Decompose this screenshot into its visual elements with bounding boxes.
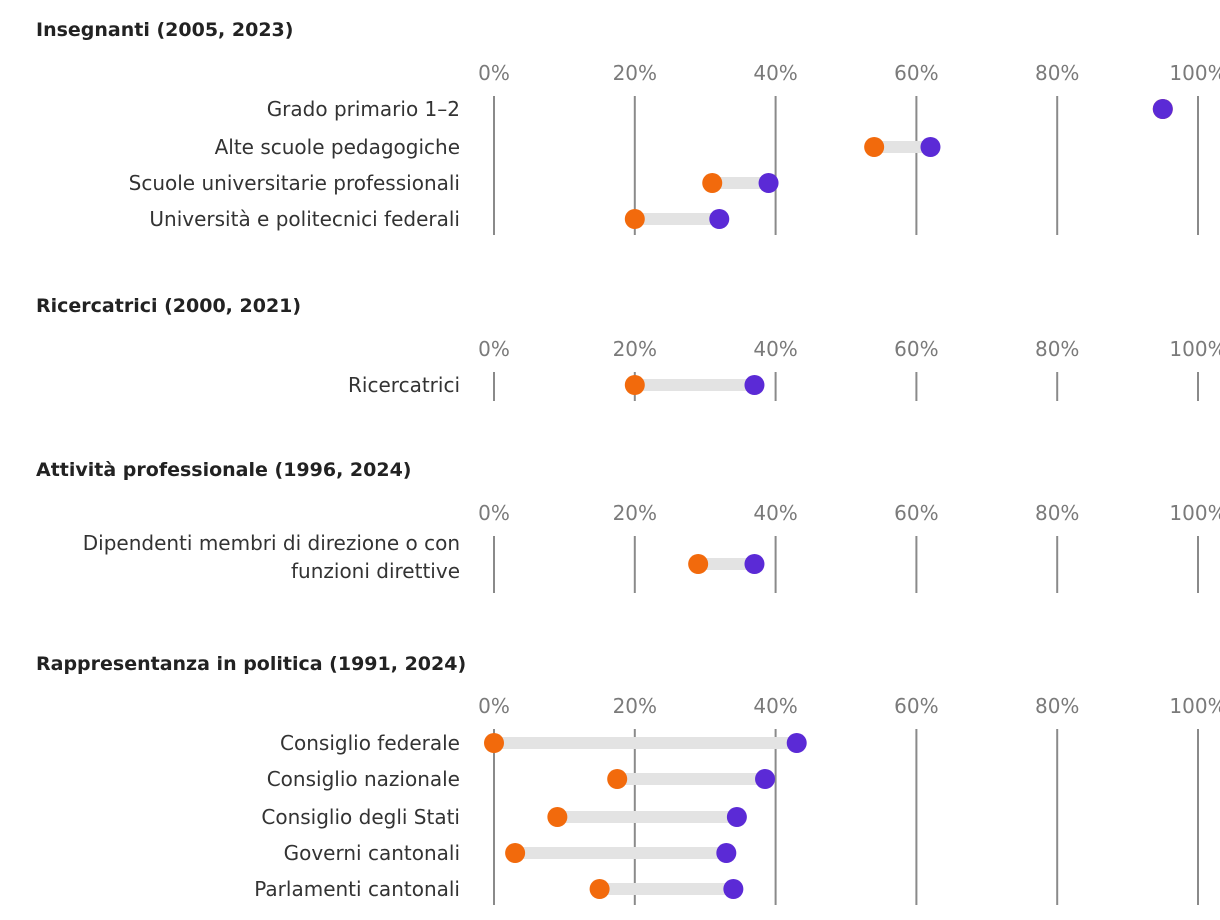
end-year-point [744, 554, 765, 574]
end-year-point [726, 807, 747, 827]
start-year-point [688, 554, 709, 574]
x-tick-label: 80% [1035, 694, 1079, 718]
end-year-point [716, 843, 737, 863]
panel-title: Attività professionale (1996, 2024) [36, 459, 411, 481]
x-tick-label: 20% [613, 337, 657, 361]
x-tick-label: 100% [1169, 337, 1220, 361]
x-tick-label: 40% [753, 501, 797, 525]
x-tick-label: 40% [753, 61, 797, 85]
row-label: Dipendenti membri di direzione o con [83, 531, 460, 555]
x-tick-label: 60% [894, 61, 938, 85]
x-tick-label: 100% [1169, 501, 1220, 525]
row-label: Università e politecnici federali [149, 207, 460, 231]
x-tick-label: 100% [1169, 694, 1220, 718]
panel-2: Attività professionale (1996, 2024) 0% 20%… [36, 459, 1220, 593]
row-label: Grado primario 1–2 [267, 97, 460, 121]
panel-title: Rappresentanza in politica (1991, 2024) [36, 653, 466, 675]
start-year-point [547, 807, 568, 827]
end-year-point [758, 173, 779, 193]
panel-title: Insegnanti (2005, 2023) [36, 19, 293, 41]
panel-3: Rappresentanza in politica (1991, 2024) 0… [36, 653, 1220, 905]
end-year-point [786, 733, 807, 753]
row-label: Parlamenti cantonali [254, 877, 460, 901]
row-label: Ricercatrici [348, 373, 460, 397]
row-label: Scuole universitarie professionali [129, 171, 460, 195]
x-tick-label: 100% [1169, 61, 1220, 85]
start-year-point [505, 843, 526, 863]
x-tick-label: 0% [478, 337, 510, 361]
x-tick-label: 0% [478, 501, 510, 525]
end-year-point [920, 137, 941, 157]
x-tick-label: 0% [478, 61, 510, 85]
panel-0: Insegnanti (2005, 2023) 0% 20% 40% 60% 80% 100… [36, 19, 1220, 235]
x-tick-label: 0% [478, 694, 510, 718]
end-year-point [755, 769, 776, 789]
x-tick-label: 40% [753, 694, 797, 718]
x-tick-label: 60% [894, 694, 938, 718]
end-year-point [723, 879, 744, 899]
row-label: Consiglio federale [280, 731, 460, 755]
end-year-point [744, 375, 765, 395]
x-tick-label: 40% [753, 337, 797, 361]
start-year-point [589, 879, 610, 899]
x-tick-label: 60% [894, 337, 938, 361]
start-year-point [607, 769, 628, 789]
start-year-point [624, 375, 645, 395]
start-year-point [702, 173, 723, 193]
x-tick-label: 20% [613, 61, 657, 85]
x-tick-label: 80% [1035, 337, 1079, 361]
panel-title: Ricercatrici (2000, 2021) [36, 295, 301, 317]
panel-1: Ricercatrici (2000, 2021) 0% 20% 40% 60% 80% 1… [36, 295, 1220, 401]
start-year-point [484, 733, 504, 753]
start-year-point [864, 137, 885, 157]
x-tick-label: 60% [894, 501, 938, 525]
end-year-point [709, 209, 730, 229]
row-label: Consiglio degli Stati [261, 805, 460, 829]
row-label: Governi cantonali [284, 841, 460, 865]
x-tick-label: 80% [1035, 61, 1079, 85]
end-year-point [1152, 99, 1173, 119]
x-tick-label: 20% [613, 694, 657, 718]
x-tick-label: 20% [613, 501, 657, 525]
x-tick-label: 80% [1035, 501, 1079, 525]
row-label: Alte scuole pedagogiche [215, 135, 460, 159]
row-label: funzioni direttive [291, 559, 460, 583]
row-label: Consiglio nazionale [267, 767, 460, 791]
start-year-point [624, 209, 645, 229]
